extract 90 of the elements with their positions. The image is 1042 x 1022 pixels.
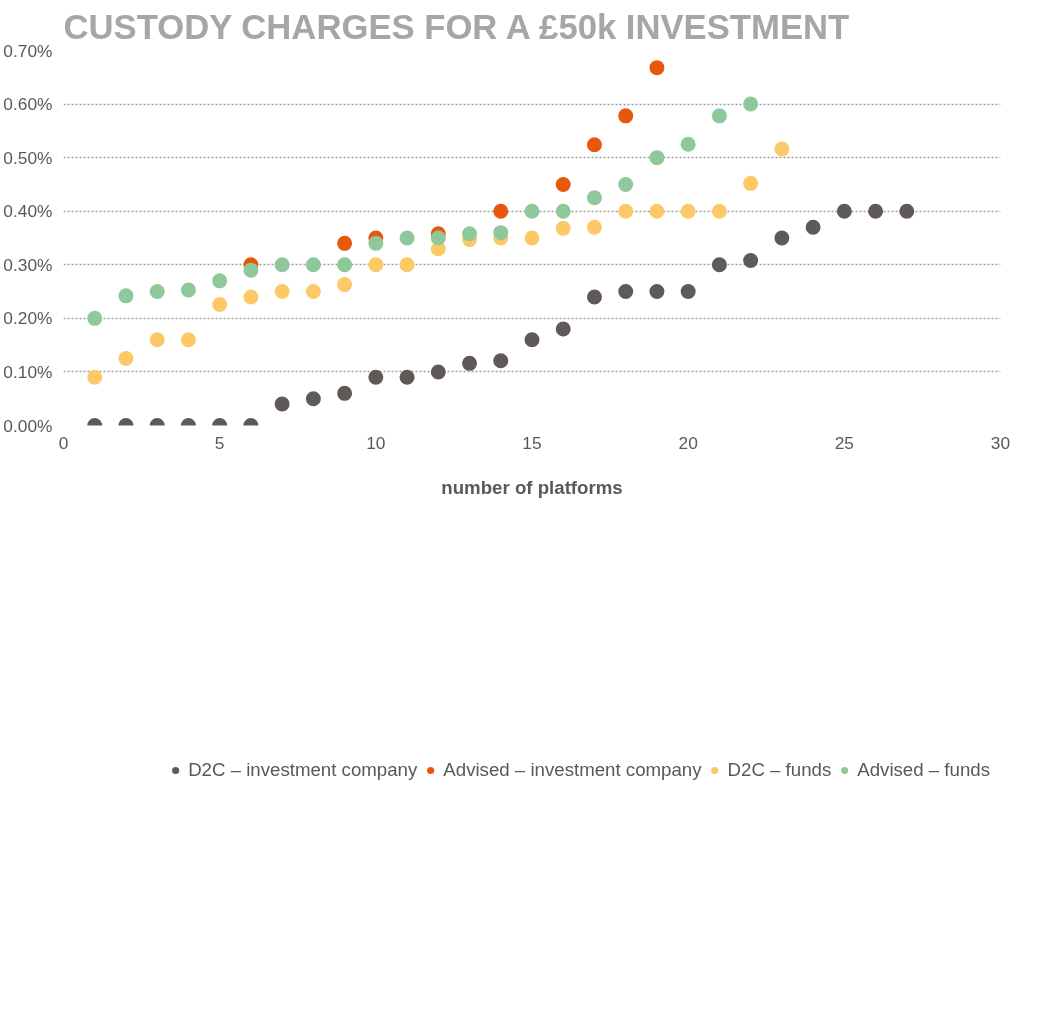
- point: [368, 257, 384, 273]
- point: [399, 369, 415, 385]
- y-tick-label: 0.50%: [3, 147, 53, 168]
- point: [680, 136, 696, 152]
- point: [337, 257, 353, 273]
- point: [649, 60, 665, 76]
- point: [524, 230, 540, 246]
- point: [618, 284, 634, 300]
- x-tick-label: 0: [58, 432, 69, 453]
- x-axis-title: number of platforms: [441, 476, 623, 498]
- point: [805, 219, 821, 235]
- point: [274, 284, 290, 300]
- legend-label: D2C – funds: [727, 759, 832, 781]
- point: [180, 282, 196, 298]
- x-tick-label: 25: [834, 432, 854, 453]
- point: [87, 369, 103, 385]
- legend-label: D2C – investment company: [188, 759, 418, 781]
- point: [368, 369, 384, 385]
- point: [305, 284, 321, 300]
- chart-title: CUSTODY CHARGES FOR A £50k INVESTMENT: [63, 7, 850, 46]
- point: [305, 257, 321, 273]
- point: [649, 203, 665, 219]
- point: [430, 364, 446, 380]
- point: [493, 225, 509, 241]
- x-tick-label: 15: [522, 432, 542, 453]
- point: [649, 284, 665, 300]
- point: [524, 203, 540, 219]
- point: [774, 230, 790, 246]
- point: [337, 235, 353, 251]
- point: [774, 141, 790, 157]
- point: [586, 190, 602, 206]
- point: [180, 332, 196, 348]
- point: [462, 226, 478, 242]
- point: [555, 220, 571, 236]
- point: [462, 355, 478, 371]
- point: [618, 108, 634, 124]
- point: [399, 257, 415, 273]
- x-tick-label: 10: [366, 432, 386, 453]
- point: [836, 203, 852, 219]
- y-tick-label: 0.00%: [3, 415, 53, 436]
- point: [711, 257, 727, 273]
- y-tick-label: 0.60%: [3, 94, 53, 115]
- point: [399, 230, 415, 246]
- point: [868, 203, 884, 219]
- point: [586, 137, 602, 153]
- y-tick-label: 0.30%: [3, 254, 53, 275]
- x-tick-label: 5: [214, 432, 225, 453]
- y-tick-label: 0.20%: [3, 308, 53, 329]
- point: [274, 396, 290, 412]
- point: [524, 332, 540, 348]
- point: [493, 203, 509, 219]
- point: [212, 273, 228, 289]
- legend-label: Advised – funds: [857, 759, 990, 781]
- point: [680, 284, 696, 300]
- point: [274, 257, 290, 273]
- point: [555, 176, 571, 192]
- point: [243, 262, 259, 278]
- y-tick-label: 0.10%: [3, 361, 53, 382]
- point: [680, 203, 696, 219]
- point: [743, 96, 759, 112]
- point: [430, 230, 446, 246]
- point: [337, 277, 353, 293]
- point: [743, 175, 759, 191]
- point: [743, 253, 759, 268]
- point: [87, 310, 103, 326]
- point: [899, 203, 915, 219]
- point: [368, 235, 384, 251]
- point: [149, 284, 165, 300]
- legend-label: Advised – investment company: [443, 759, 702, 781]
- point: [493, 353, 509, 369]
- y-tick-label: 0.40%: [3, 201, 53, 222]
- point: [649, 150, 665, 166]
- x-tick-label: 20: [678, 432, 698, 453]
- point: [618, 176, 634, 192]
- point: [711, 108, 727, 124]
- y-tick-label: 0.70%: [3, 40, 53, 61]
- point: [118, 288, 134, 304]
- point: [118, 351, 134, 367]
- point: [243, 289, 259, 305]
- point: [586, 219, 602, 235]
- point: [305, 391, 321, 407]
- x-tick-label: 30: [990, 432, 1011, 453]
- point: [149, 332, 165, 348]
- point: [711, 203, 727, 219]
- point: [555, 203, 571, 219]
- point: [555, 321, 571, 337]
- point: [586, 289, 602, 305]
- point: [337, 385, 353, 401]
- point: [618, 203, 634, 219]
- point: [212, 296, 228, 312]
